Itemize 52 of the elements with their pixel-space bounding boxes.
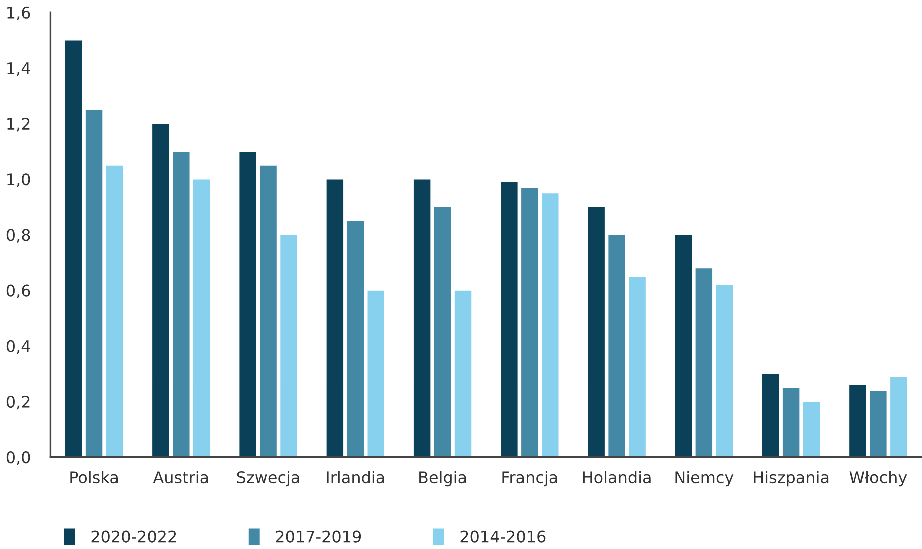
- bar: [367, 290, 386, 458]
- legend-label: 2014-2016: [460, 530, 546, 543]
- bar: [716, 284, 734, 458]
- bar: [259, 165, 278, 458]
- bar: [608, 234, 626, 458]
- x-tick-label: Austria: [153, 471, 208, 484]
- bar: [520, 187, 539, 458]
- x-tick-label: Holandia: [583, 471, 651, 484]
- bar: [869, 390, 888, 458]
- x-tick-label: Irlandia: [327, 471, 384, 484]
- legend-label: 2020-2022: [92, 530, 176, 543]
- x-tick-label: Hiszpania: [754, 471, 829, 487]
- y-tick-label: 1,6: [8, 6, 30, 21]
- bar: [695, 268, 714, 458]
- bar: [802, 401, 821, 458]
- bar: [500, 182, 519, 458]
- bar: [890, 376, 908, 458]
- y-tick-label: 0,2: [6, 396, 30, 410]
- y-tick-label: 1,2: [8, 118, 30, 132]
- y-tick-label: 0,0: [6, 452, 30, 466]
- x-tick-label: Polska: [70, 471, 118, 484]
- x-tick-label: Belgia: [420, 471, 466, 487]
- bar: [762, 374, 780, 458]
- bar: [434, 206, 452, 458]
- bar: [326, 179, 344, 458]
- legend-label: 2017-2019: [276, 530, 362, 543]
- bar: [280, 234, 298, 458]
- x-tick-label: Francja: [502, 471, 558, 487]
- x-tick-label: Szwecja: [237, 471, 300, 487]
- bar: [106, 165, 124, 458]
- bar: [238, 151, 258, 458]
- y-tick-label: 0,6: [6, 284, 30, 298]
- x-tick-label: Włochy: [850, 471, 908, 487]
- bar: [192, 179, 211, 458]
- bar: [674, 234, 693, 458]
- bar: [346, 220, 365, 458]
- bar: [588, 206, 606, 458]
- bar: [413, 179, 432, 458]
- y-tick-label: 1,0: [8, 174, 30, 188]
- y-tick-label: 1,4: [8, 62, 30, 76]
- bar: [782, 387, 800, 458]
- bar: [848, 384, 868, 458]
- bar: [628, 276, 647, 458]
- bar: [64, 40, 83, 458]
- bar: [541, 192, 560, 458]
- bar: [85, 110, 104, 458]
- bar: [172, 151, 190, 458]
- bar: [454, 290, 472, 458]
- bar: [152, 123, 170, 458]
- y-tick-label: 0,4: [6, 340, 30, 354]
- x-tick-label: Niemcy: [676, 471, 734, 487]
- y-tick-label: 0,8: [6, 229, 30, 243]
